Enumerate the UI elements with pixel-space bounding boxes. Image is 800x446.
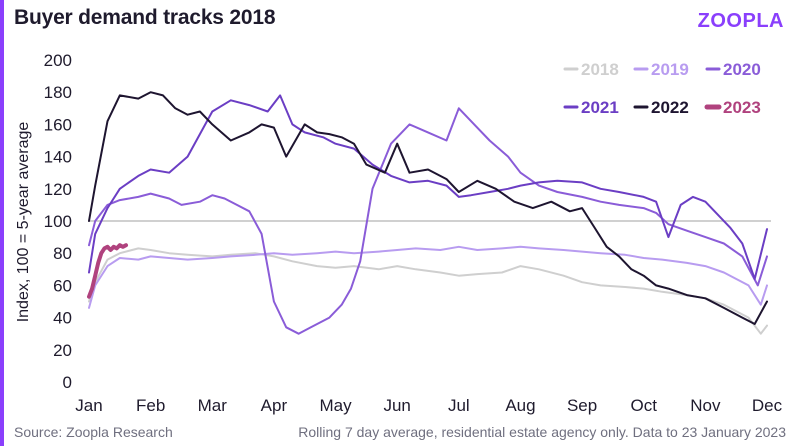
series-line-2020	[88, 107, 768, 335]
x-tick-label: Mar	[198, 396, 228, 415]
legend-label-2019: 2019	[651, 60, 689, 79]
legend-label-2020: 2020	[723, 60, 761, 79]
series-line-2021	[88, 94, 768, 280]
x-tick-label: May	[319, 396, 352, 415]
legend-label-2018: 2018	[581, 60, 619, 79]
y-tick-label: 120	[44, 180, 72, 199]
legend-label-2023: 2023	[723, 98, 761, 117]
series-line-2022	[88, 91, 768, 325]
y-tick-label: 200	[44, 51, 72, 70]
y-tick-label: 40	[53, 309, 72, 328]
x-tick-label: Jan	[75, 396, 102, 415]
legend-label-2021: 2021	[581, 98, 619, 117]
y-tick-label: 60	[53, 276, 72, 295]
x-tick-label: Aug	[505, 396, 535, 415]
y-tick-label: 20	[53, 341, 72, 360]
y-tick-label: 140	[44, 148, 72, 167]
series-line-2023	[87, 243, 128, 299]
x-tick-label: Apr	[261, 396, 288, 415]
y-tick-label: 100	[44, 212, 72, 231]
x-tick-label: Nov	[690, 396, 721, 415]
series-line-2018	[88, 247, 768, 335]
x-tick-label: Sep	[567, 396, 597, 415]
zoopla-logo: ZOOPLA	[697, 10, 784, 32]
y-axis-label-group: Index, 100 = 5-year average	[15, 122, 32, 323]
brand-accent-bar	[0, 0, 4, 446]
series-line-2019	[88, 245, 768, 309]
source-note: Source: Zoopla Research	[14, 424, 173, 440]
chart-title: Buyer demand tracks 2018	[14, 6, 276, 29]
x-tick-label: Feb	[136, 396, 165, 415]
y-tick-label: 160	[44, 115, 72, 134]
legend-label-2022: 2022	[651, 98, 689, 117]
x-tick-label: Jun	[383, 396, 410, 415]
x-tick-label: Oct	[631, 396, 658, 415]
x-tick-label: Jul	[448, 396, 470, 415]
x-tick-label: Dec	[752, 396, 783, 415]
y-tick-label: 0	[63, 373, 72, 392]
y-tick-label: 80	[53, 244, 72, 263]
y-axis-label: Index, 100 = 5-year average	[15, 122, 32, 323]
y-tick-label: 180	[44, 83, 72, 102]
methodology-note: Rolling 7 day average, residential estat…	[298, 424, 786, 440]
